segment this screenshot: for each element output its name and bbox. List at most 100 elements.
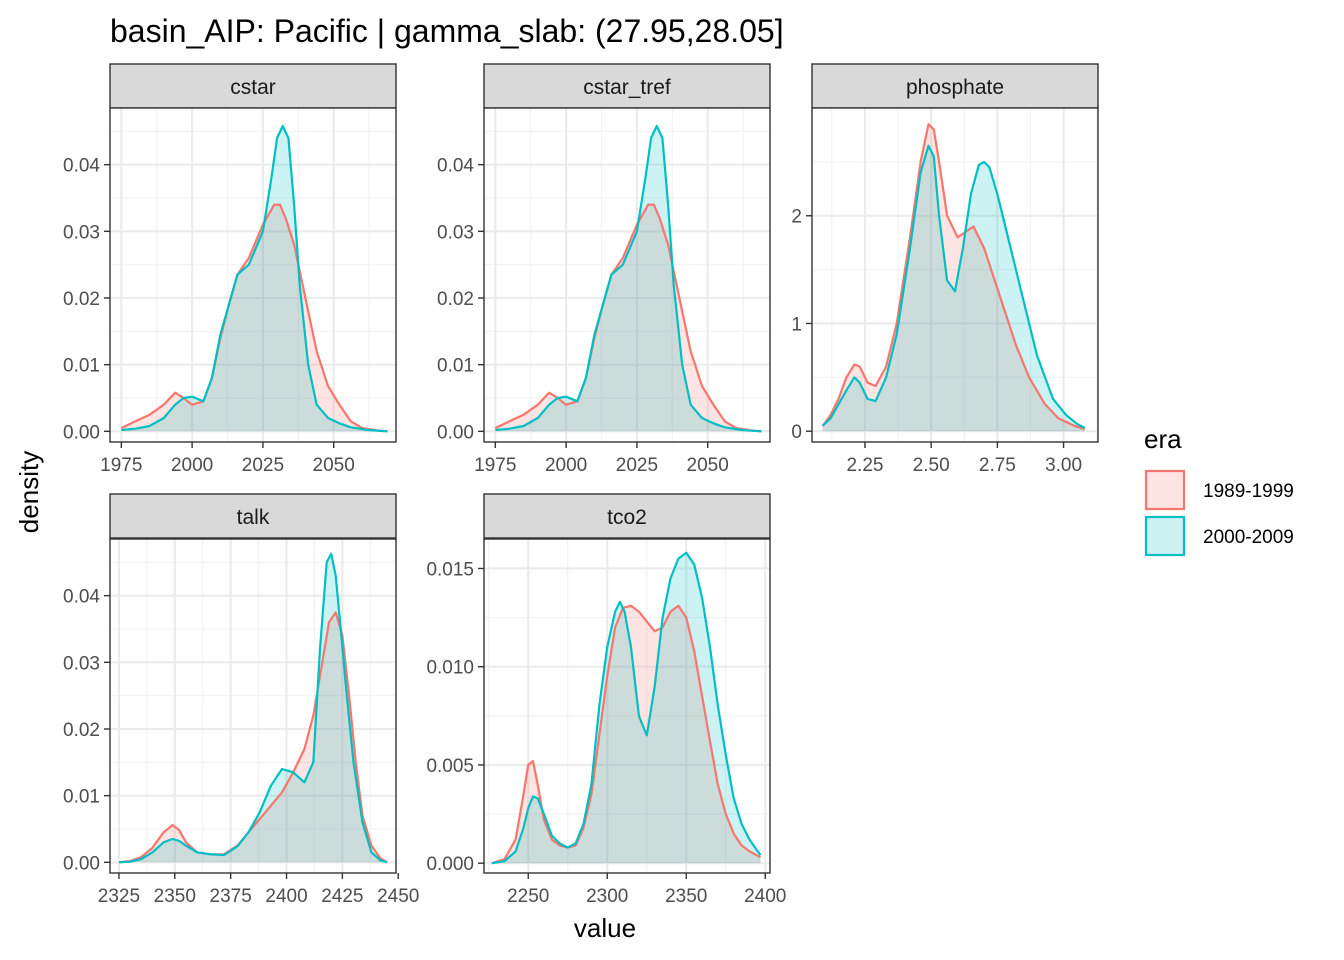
x-tick-label: 2425 <box>321 886 363 907</box>
density-line-2000-2009 <box>495 124 762 433</box>
y-tick-label: 0.005 <box>426 756 474 777</box>
legend-label: 1989-1999 <box>1203 481 1294 502</box>
y-tick-label: 0.02 <box>437 289 474 310</box>
density-line-2000-2009 <box>821 144 1086 429</box>
x-tick-label: 2300 <box>586 886 628 907</box>
x-tick-label: 2.50 <box>913 455 950 476</box>
density-area-2000-2009 <box>491 552 761 864</box>
x-axis-title: value <box>574 913 636 943</box>
density-line-1989-1999 <box>118 611 388 864</box>
x-tick-label: 2450 <box>377 886 419 907</box>
panel-content <box>110 539 396 873</box>
legend-key <box>1144 515 1186 557</box>
density-area-1989-1999 <box>491 605 761 864</box>
panel-content <box>110 108 396 442</box>
legend-label: 2000-2009 <box>1203 527 1294 548</box>
y-tick-label: 0.00 <box>63 853 100 874</box>
y-tick-label: 0.01 <box>437 356 474 377</box>
x-tick-label: 2000 <box>545 455 587 476</box>
x-tick-label: 2400 <box>744 886 786 907</box>
density-area-1989-1999 <box>495 204 762 432</box>
panel-border <box>483 107 771 443</box>
y-tick-label: 0.00 <box>437 422 474 443</box>
y-tick-label: 0 <box>791 422 802 443</box>
density-area-2000-2009 <box>822 145 1085 432</box>
legend-title: era <box>1144 424 1182 454</box>
x-tick-label: 2025 <box>242 455 284 476</box>
x-tick-label: 2350 <box>154 886 196 907</box>
facet-strip <box>483 493 771 539</box>
y-tick-label: 0.04 <box>63 587 100 608</box>
y-tick-label: 0.000 <box>426 854 474 875</box>
facet-cstar: cstar 1975 2000 2025 2050 0.00 0.01 0.02 0.03 0.0… <box>63 63 397 476</box>
y-tick-label: 0.015 <box>426 559 474 580</box>
x-tick-label: 3.00 <box>1045 455 1082 476</box>
legend-key-background <box>1144 469 1186 511</box>
panel-content <box>812 108 1098 442</box>
facet-panels: cstar 1975 2000 2025 2050 0.00 0.01 0.02 0.03 0.0… <box>63 63 1099 907</box>
y-tick-label: 0.03 <box>63 653 100 674</box>
facet-strip <box>483 63 771 109</box>
facet-strip <box>109 493 397 539</box>
density-area-1989-1999 <box>121 204 388 432</box>
density-line-2000-2009 <box>121 124 388 433</box>
panel-border <box>483 538 771 874</box>
facet-talk: talk 2325 2350 2375 2400 2425 2450 0.00 0.01 0.02… <box>63 493 419 907</box>
x-tick-label: 2050 <box>687 455 729 476</box>
density-line-2000-2009 <box>491 551 762 865</box>
facet-strip-label: talk <box>237 506 270 529</box>
panel-border <box>109 538 397 874</box>
y-tick-label: 0.03 <box>437 222 474 243</box>
density-line-1989-1999 <box>120 203 388 433</box>
legend-key-background <box>1144 515 1186 557</box>
facet-phosphate: phosphate 2.25 2.50 2.75 3.00 0 1 2 <box>791 63 1099 476</box>
x-tick-label: 2050 <box>313 455 355 476</box>
y-tick-label: 0.01 <box>63 356 100 377</box>
legend-entry: 2000-2009 <box>1144 515 1294 557</box>
panel-border <box>811 107 1099 443</box>
legend-key <box>1144 469 1186 511</box>
y-tick-label: 0.04 <box>437 156 474 177</box>
panel-content <box>484 108 770 442</box>
density-area-2000-2009 <box>495 126 762 432</box>
x-tick-label: 2000 <box>171 455 213 476</box>
density-area-1989-1999 <box>118 612 388 863</box>
y-tick-label: 0.02 <box>63 720 100 741</box>
x-tick-label: 1975 <box>100 455 142 476</box>
panel-background <box>484 539 770 873</box>
x-tick-label: 2350 <box>665 886 707 907</box>
density-line-2000-2009 <box>118 552 388 864</box>
panel-border <box>109 107 397 443</box>
x-tick-label: 2400 <box>265 886 307 907</box>
legend-entry: 1989-1999 <box>1144 469 1294 511</box>
y-tick-label: 1 <box>791 314 802 335</box>
facet-strip <box>811 63 1099 109</box>
x-tick-label: 2025 <box>616 455 658 476</box>
y-tick-label: 0.03 <box>63 222 100 243</box>
facet-strip-label: cstar <box>230 76 276 99</box>
x-tick-label: 2.25 <box>846 455 883 476</box>
density-line-1989-1999 <box>494 203 762 433</box>
x-tick-label: 2325 <box>98 886 140 907</box>
facet-strip-label: tco2 <box>607 506 647 529</box>
panel-background <box>812 108 1098 442</box>
x-tick-label: 2250 <box>507 886 549 907</box>
facet-cstar_tref: cstar_tref 1975 2000 2025 2050 0.00 0.01 0.02 0.… <box>437 63 771 476</box>
y-tick-label: 0.02 <box>63 289 100 310</box>
y-tick-label: 2 <box>791 207 802 228</box>
panel-content <box>484 539 770 873</box>
legend: era 1989-1999 2000-2009 <box>1144 424 1294 557</box>
y-tick-label: 0.04 <box>63 156 100 177</box>
x-tick-label: 2.75 <box>979 455 1016 476</box>
facet-strip-label: cstar_tref <box>583 76 671 99</box>
y-axis-title: density <box>14 451 44 533</box>
facet-strip <box>109 63 397 109</box>
x-tick-label: 1975 <box>474 455 516 476</box>
chart-title: basin_AIP: Pacific | gamma_slab: (27.95,… <box>110 13 784 49</box>
x-tick-label: 2375 <box>210 886 252 907</box>
density-area-2000-2009 <box>118 553 388 863</box>
y-tick-label: 0.01 <box>63 787 100 808</box>
density-line-1989-1999 <box>821 123 1086 431</box>
y-tick-label: 0.010 <box>426 658 474 679</box>
